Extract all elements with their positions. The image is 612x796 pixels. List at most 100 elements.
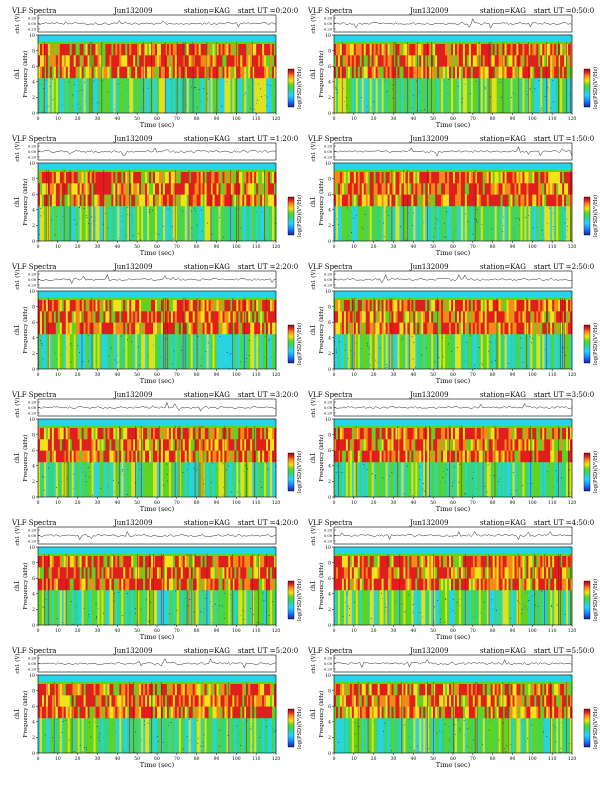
- spectrogram-cell: [411, 67, 413, 79]
- spectrogram-cell: [524, 311, 526, 323]
- spectrogram-cell: [415, 183, 417, 195]
- spectrogram-cell: [179, 195, 181, 207]
- spectrogram-cell: [493, 67, 495, 79]
- spectrogram-cell: [256, 206, 258, 241]
- spectrogram-cell: [552, 334, 554, 369]
- spectrogram-cell: [550, 311, 552, 323]
- spectrogram-cell: [505, 172, 507, 184]
- spectrogram-speckle: [516, 94, 517, 95]
- spectrogram-cell: [177, 428, 179, 440]
- spectrogram-cell: [548, 451, 550, 463]
- spectrogram-cell: [526, 78, 528, 113]
- spectrogram-speckle: [191, 211, 192, 212]
- spectrogram-cell: [86, 462, 88, 497]
- spectrogram-cell: [193, 428, 195, 440]
- spectrogram-cell: [503, 172, 505, 184]
- spectrogram-speckle: [130, 476, 131, 477]
- spectrogram-cell: [72, 311, 74, 323]
- spectrogram-speckle: [151, 233, 152, 234]
- spectrogram-cell: [232, 451, 234, 463]
- spectrogram-cell: [99, 55, 101, 67]
- spectrogram-cell: [193, 206, 195, 241]
- spectrogram-cell: [189, 323, 191, 335]
- spectrogram-cell: [228, 172, 230, 184]
- spectrogram-streak: [143, 42, 144, 113]
- spectrogram-speckle: [393, 98, 394, 99]
- spectrogram-speckle: [223, 495, 224, 496]
- spectrogram-speckle: [387, 96, 388, 97]
- spectrogram-speckle: [202, 358, 203, 359]
- spectrogram-cell: [423, 300, 425, 312]
- spectrogram-cell: [390, 206, 392, 241]
- spectrogram-cell: [471, 206, 473, 241]
- spectrogram-speckle: [167, 481, 168, 482]
- spectrogram-cell: [244, 55, 246, 67]
- spectrogram-cell: [505, 195, 507, 207]
- spectrogram-cell: [499, 311, 501, 323]
- spectrogram-cell: [548, 183, 550, 195]
- spectrogram-cell: [411, 323, 413, 335]
- spectrogram-cell: [540, 323, 542, 335]
- spectrogram-cell: [147, 172, 149, 184]
- spectrogram-cell: [74, 195, 76, 207]
- spectrogram-speckle: [82, 361, 83, 362]
- spectrogram-cell: [513, 195, 515, 207]
- spectrogram-cell: [524, 439, 526, 451]
- spectrogram-cell: [266, 451, 268, 463]
- spectrogram-cell: [536, 55, 538, 67]
- spectrogram-speckle: [77, 345, 78, 346]
- spectrogram-cell: [209, 428, 211, 440]
- spectrogram-cell: [509, 439, 511, 451]
- spectrogram-speckle: [255, 112, 256, 113]
- spectrogram-cell: [82, 78, 84, 113]
- spectrogram-cell: [397, 67, 399, 79]
- spectrogram-cell: [161, 206, 163, 241]
- spectrogram-cell: [107, 451, 109, 463]
- spectrogram-cell: [260, 323, 262, 335]
- spectrogram-cell: [376, 183, 378, 195]
- spectrogram-cell: [187, 172, 189, 184]
- spectrogram-cell: [137, 439, 139, 451]
- spectrogram-cell: [159, 311, 161, 323]
- spectrogram-cell: [550, 451, 552, 463]
- spectrogram-cell: [248, 172, 250, 184]
- spectrogram-speckle: [513, 93, 514, 94]
- panel-date: Jun132009: [113, 263, 153, 271]
- spectrogram-cell: [250, 195, 252, 207]
- spectrogram-cell: [135, 311, 137, 323]
- spectrogram-cell: [560, 451, 562, 463]
- spectrogram-cell: [485, 67, 487, 79]
- spectrogram-cell: [224, 44, 226, 56]
- spectrogram-cell: [423, 183, 425, 195]
- spectrogram-cell: [370, 206, 372, 241]
- spectrogram-cell: [544, 55, 546, 67]
- spectrogram-cell: [262, 206, 264, 241]
- spectrogram-cell: [447, 206, 449, 241]
- spectrogram-cell: [199, 195, 201, 207]
- spectrogram-cell: [56, 206, 58, 241]
- channel-label: ch1: [310, 68, 317, 79]
- spectrogram-cell: [218, 67, 220, 79]
- spectrogram-cell: [42, 300, 44, 312]
- spectrogram-speckle: [489, 341, 490, 342]
- spectrogram-cell: [513, 44, 515, 56]
- spectrogram-cell: [417, 183, 419, 195]
- spectrogram-cell: [542, 451, 544, 463]
- spectrogram-cell: [217, 206, 219, 241]
- spectrogram-cell: [503, 439, 505, 451]
- spectrogram-cell: [366, 428, 368, 440]
- spectrogram-speckle: [449, 364, 450, 365]
- spectrogram-cell: [421, 439, 423, 451]
- spectrogram-cell: [228, 44, 230, 56]
- spectrogram-cell: [356, 55, 358, 67]
- spectrogram-cell: [272, 439, 274, 451]
- spectrogram-cell: [96, 206, 98, 241]
- spectrogram-cell: [161, 78, 163, 113]
- spectrogram-cell: [123, 183, 125, 195]
- spectrogram-cell: [159, 44, 161, 56]
- spectrogram-cell: [260, 428, 262, 440]
- spectrogram-speckle: [121, 231, 122, 232]
- spectrogram-cell: [250, 183, 252, 195]
- spectrogram-cell: [157, 428, 159, 440]
